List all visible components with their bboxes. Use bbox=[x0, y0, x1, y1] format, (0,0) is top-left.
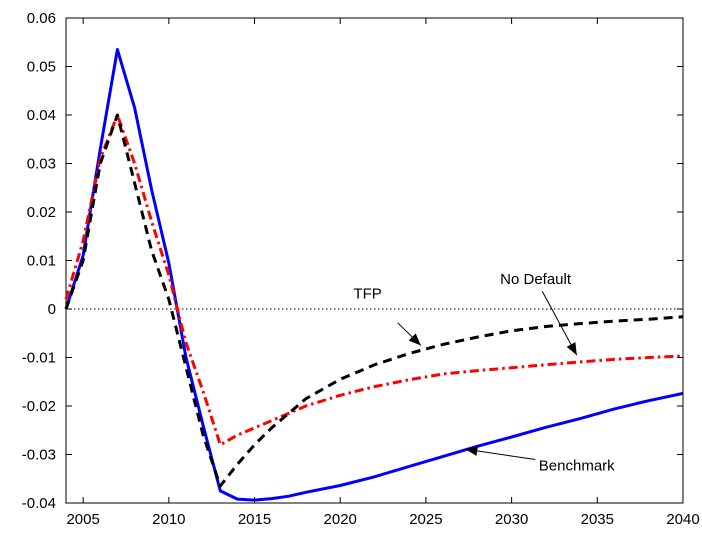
plot-area bbox=[64, 17, 684, 504]
x-tick-label: 2010 bbox=[152, 511, 185, 528]
y-tick-label: 0.06 bbox=[27, 10, 56, 27]
annotation-label-no-default: No Default bbox=[500, 271, 572, 288]
x-tick-label: 2030 bbox=[495, 511, 528, 528]
y-axis: -0.04 -0.03 -0.02 -0.01 0 0.01 0.02 0.03 0.04 0.0… bbox=[22, 10, 683, 512]
annotation-arrow-head bbox=[566, 342, 577, 356]
annotation-arrow-line bbox=[541, 291, 578, 356]
annotations: TFP No Default Benchmark bbox=[353, 271, 615, 475]
y-tick-label: 0.02 bbox=[27, 204, 56, 221]
y-tick-label: 0.05 bbox=[27, 59, 56, 76]
annotation-arrows bbox=[397, 291, 578, 460]
x-tick-label: 2015 bbox=[238, 511, 271, 528]
x-tick-label: 2020 bbox=[324, 511, 357, 528]
y-tick-label: 0 bbox=[48, 301, 56, 318]
y-tick-label: 0.03 bbox=[27, 156, 56, 173]
y-tick-label: -0.04 bbox=[22, 495, 56, 512]
annotation-arrow-head bbox=[465, 445, 478, 456]
annotation-label-benchmark: Benchmark bbox=[539, 458, 615, 475]
x-tick-label: 2025 bbox=[409, 511, 442, 528]
y-tick-label: 0.01 bbox=[27, 253, 56, 270]
annotation-label-tfp: TFP bbox=[353, 285, 381, 302]
annotation-arrow-head bbox=[408, 333, 421, 346]
y-tick-label: 0.04 bbox=[27, 107, 56, 124]
y-tick-label: -0.02 bbox=[22, 398, 56, 415]
series-line-tfp bbox=[64, 113, 684, 488]
series-lines bbox=[64, 48, 684, 502]
x-tick-label: 2040 bbox=[666, 511, 699, 528]
series-line-no-default bbox=[64, 113, 684, 447]
x-tick-label: 2035 bbox=[581, 511, 614, 528]
x-axis: 2005 2010 2015 2020 2025 2030 2035 2040 bbox=[66, 18, 700, 528]
y-tick-label: -0.03 bbox=[22, 447, 56, 464]
series-line-benchmark bbox=[64, 48, 684, 502]
plot-frame bbox=[65, 17, 684, 504]
y-tick-label: -0.01 bbox=[22, 350, 56, 367]
x-tick-label: 2005 bbox=[66, 511, 99, 528]
